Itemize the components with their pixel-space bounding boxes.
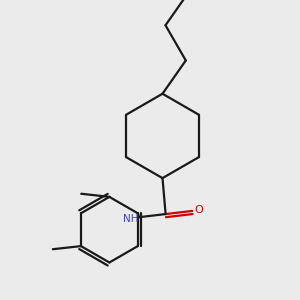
Text: NH: NH [123, 214, 138, 224]
Text: O: O [195, 205, 203, 215]
